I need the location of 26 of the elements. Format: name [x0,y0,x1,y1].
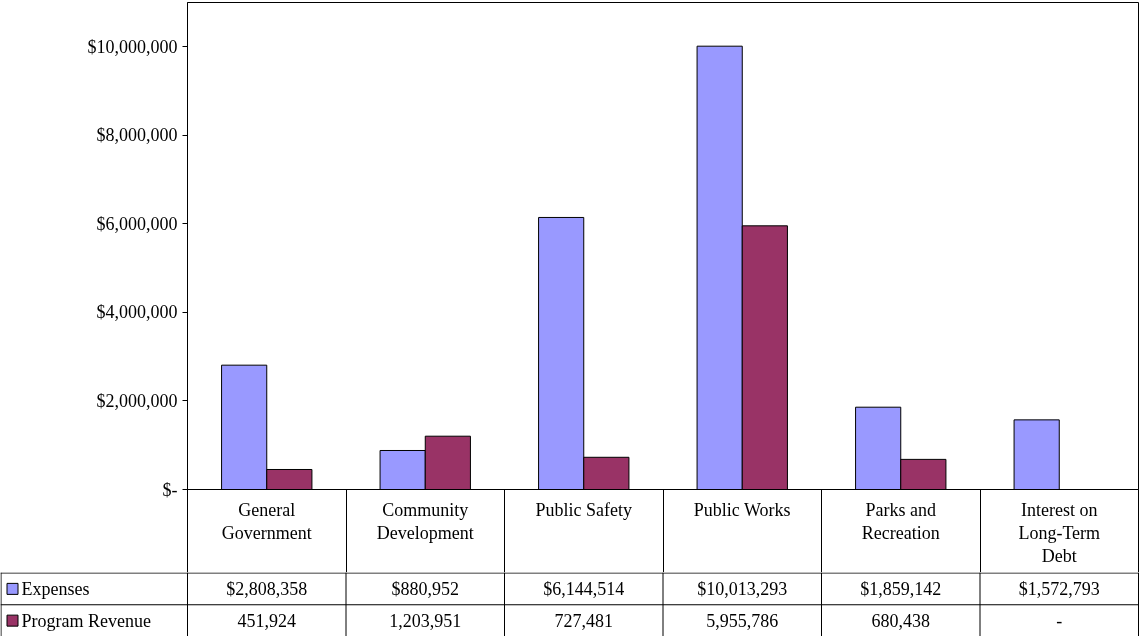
data-label: $1,859,142 [860,578,942,599]
x-tick-label: Community Development [376,499,474,543]
x-tick-label: Public Safety [535,499,633,520]
y-tick-label: $2,000,000 [96,390,178,411]
data-label: $10,013,293 [697,578,788,599]
data-label: 451,924 [237,611,296,632]
x-tick-label: Public Works [693,499,791,520]
legend-label: Expenses [21,578,90,599]
x-tick-label: Interest on Long-Term Debt [1018,499,1101,566]
y-tick-label: $4,000,000 [96,302,178,323]
x-tick-label: Parks and Recreation [861,499,940,543]
data-label: 727,481 [554,611,613,632]
data-label: $1,572,793 [1018,578,1100,599]
data-label: $2,808,358 [226,578,308,599]
x-tick-label: General Government [221,499,312,543]
legend-label: Program Revenue [21,610,151,631]
data-label: 5,955,786 [706,611,779,632]
y-tick-label: $6,000,000 [96,213,178,234]
data-label: $880,952 [391,578,459,599]
y-tick-label: $10,000,000 [87,36,178,57]
data-label: $6,144,514 [543,578,625,599]
data-label: 680,438 [871,611,930,632]
y-tick-label: $8,000,000 [96,125,178,146]
text: - [1056,611,1063,632]
y-tick-label: $- [162,479,178,500]
data-label: 1,203,951 [389,611,462,632]
